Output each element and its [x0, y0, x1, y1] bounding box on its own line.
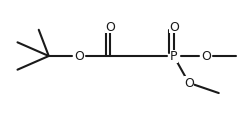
Text: O: O: [74, 50, 84, 63]
Text: O: O: [105, 21, 115, 34]
Text: O: O: [169, 21, 179, 34]
Text: P: P: [170, 50, 177, 63]
Text: O: O: [184, 77, 194, 89]
Text: O: O: [201, 50, 211, 63]
